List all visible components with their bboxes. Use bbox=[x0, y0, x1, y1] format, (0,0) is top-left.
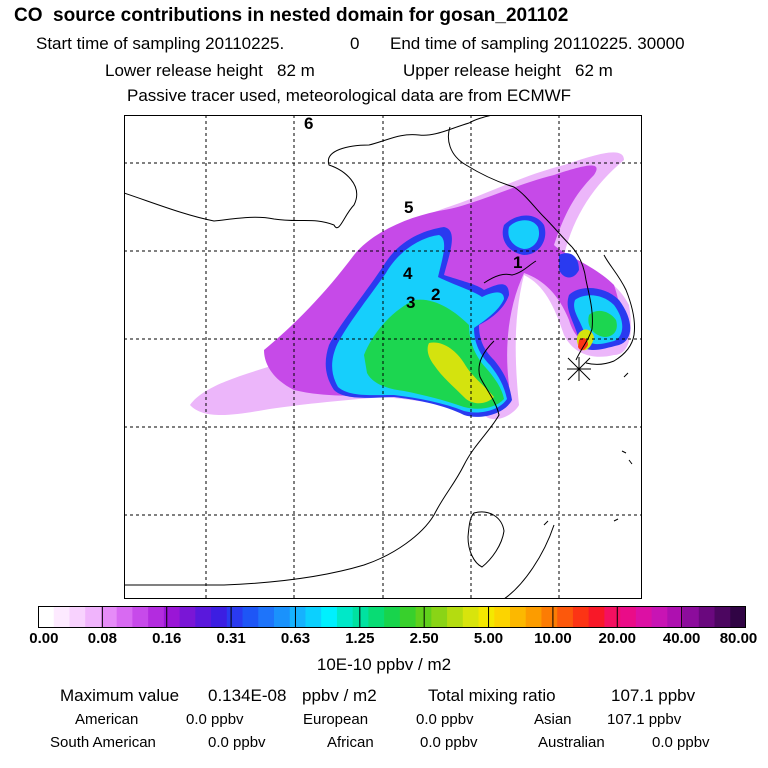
colorbar-cell bbox=[132, 606, 149, 628]
region-label: 5 bbox=[404, 198, 413, 217]
colorbar-cell bbox=[541, 606, 558, 628]
max-value-units: ppbv / m2 bbox=[302, 686, 377, 705]
contribution-region: Australian bbox=[538, 734, 605, 751]
colorbar-tick-label: 0.08 bbox=[87, 630, 117, 647]
region-label: 1 bbox=[513, 253, 522, 272]
contribution-region: American bbox=[75, 711, 139, 728]
colorbar-cell bbox=[289, 606, 307, 628]
contribution-region: Asian bbox=[534, 711, 572, 728]
receptor-marker bbox=[567, 357, 591, 381]
start-time-label: Start time of sampling 20110225. bbox=[36, 34, 285, 53]
colorbar-cell bbox=[510, 606, 527, 628]
max-value-label: Maximum value bbox=[60, 686, 180, 705]
colorbar-cell bbox=[85, 606, 102, 628]
colorbar-cell bbox=[494, 606, 511, 628]
contribution-value: 0.0 ppbv bbox=[208, 734, 266, 751]
end-time-label: End time of sampling 20110225. 30000 bbox=[390, 34, 685, 53]
colorbar-cell bbox=[683, 606, 700, 628]
sampling-time-line: Start time of sampling 20110225. 0 End t… bbox=[0, 34, 768, 114]
colorbar-tick-label: 5.00 bbox=[473, 630, 504, 647]
contribution-value: 107.1 ppbv bbox=[607, 711, 682, 728]
colorbar-cell bbox=[478, 606, 495, 628]
total-mixing-label: Total mixing ratio bbox=[428, 686, 556, 705]
colorbar-tick-label: 10.00 bbox=[534, 630, 572, 647]
colorbar-cell bbox=[53, 606, 71, 628]
colorbar-cell bbox=[431, 606, 448, 628]
colorbar-cell bbox=[148, 606, 165, 628]
colorbar-cell bbox=[38, 606, 55, 628]
colorbar-cell bbox=[368, 606, 385, 628]
colorbar-tick-label: 2.50 bbox=[409, 630, 439, 647]
region-label: 4 bbox=[403, 264, 413, 283]
contribution-value: 0.0 ppbv bbox=[186, 711, 244, 728]
max-value: 0.134E-08 bbox=[208, 686, 287, 705]
colorbar-cell bbox=[572, 606, 590, 628]
colorbar-cell bbox=[336, 606, 354, 628]
tracer-note: Passive tracer used, meteorological data… bbox=[127, 86, 572, 105]
colorbar-cell bbox=[179, 606, 196, 628]
colorbar-tick-label: 0.31 bbox=[216, 630, 246, 647]
colorbar-cell bbox=[274, 606, 291, 628]
colorbar-cell bbox=[226, 606, 244, 628]
chart-title: CO source contributions in nested domain… bbox=[14, 5, 569, 26]
contribution-region: South American bbox=[50, 734, 156, 751]
plume-green bbox=[364, 299, 617, 409]
colorbar-cell bbox=[620, 606, 637, 628]
colorbar-cell bbox=[242, 606, 259, 628]
colorbar-units: 10E-10 ppbv / m2 bbox=[316, 655, 452, 674]
contribution-region: European bbox=[303, 711, 369, 728]
colorbar-cell bbox=[447, 606, 464, 628]
region-label: 3 bbox=[406, 293, 415, 312]
colorbar-cell bbox=[525, 606, 543, 628]
contribution-value: 0.0 ppbv bbox=[420, 734, 478, 751]
colorbar-cell bbox=[69, 606, 86, 628]
region-label: 6 bbox=[304, 115, 313, 133]
colorbar-cell bbox=[588, 606, 605, 628]
colorbar-tick-label: 20.00 bbox=[598, 630, 637, 647]
total-mixing-value: 107.1 ppbv bbox=[611, 686, 696, 705]
colorbar-cell bbox=[163, 606, 181, 628]
colorbar-cell bbox=[100, 606, 118, 628]
colorbar-cell bbox=[384, 606, 401, 628]
contribution-region: African bbox=[327, 734, 374, 751]
colorbar-cell bbox=[635, 606, 653, 628]
colorbar-cell bbox=[195, 606, 212, 628]
colorbar-cell bbox=[698, 606, 716, 628]
colorbar-tick-label: 40.00 bbox=[662, 630, 701, 647]
colorbar-tick-label: 0.00 bbox=[29, 630, 59, 647]
colorbar-cell bbox=[651, 606, 668, 628]
grid-lines bbox=[124, 115, 642, 599]
colorbar-tick-label: 0.63 bbox=[280, 630, 311, 647]
colorbar-tick-label: 1.25 bbox=[345, 630, 375, 647]
colorbar-cell bbox=[604, 606, 621, 628]
upper-release-height: Upper release height 62 m bbox=[403, 61, 613, 80]
colorbar-cell bbox=[557, 606, 574, 628]
colorbar-cell bbox=[321, 606, 338, 628]
colorbar-cell bbox=[116, 606, 133, 628]
release-height-line: Lower release height 82 m Upper release … bbox=[0, 61, 768, 121]
start-time-value: 0 bbox=[350, 34, 360, 53]
colorbar-cell bbox=[352, 606, 369, 628]
lower-release-height: Lower release height 82 m bbox=[105, 61, 315, 80]
colorbar-cell bbox=[667, 606, 684, 628]
plume-max bbox=[578, 337, 588, 351]
region-label: 2 bbox=[431, 285, 440, 304]
colorbar-cell bbox=[258, 606, 275, 628]
colorbar-cell bbox=[305, 606, 322, 628]
plume-yellow bbox=[427, 329, 594, 404]
colorbar-cell bbox=[462, 606, 480, 628]
colorbar-cell bbox=[399, 606, 417, 628]
contribution-value: 0.0 ppbv bbox=[416, 711, 474, 728]
concentration-map: 1 2 3 4 5 6 bbox=[124, 115, 642, 599]
contribution-value: 0.0 ppbv bbox=[652, 734, 710, 751]
coastlines bbox=[124, 115, 635, 599]
colorbar-cell bbox=[714, 606, 731, 628]
colorbar-cell bbox=[730, 606, 746, 628]
colorbar-tick-label: 0.16 bbox=[152, 630, 182, 647]
colorbar-tick-label: 80.00 bbox=[719, 630, 758, 647]
map-frame bbox=[124, 115, 642, 599]
colorbar-cell bbox=[211, 606, 228, 628]
colorbar bbox=[38, 606, 746, 628]
